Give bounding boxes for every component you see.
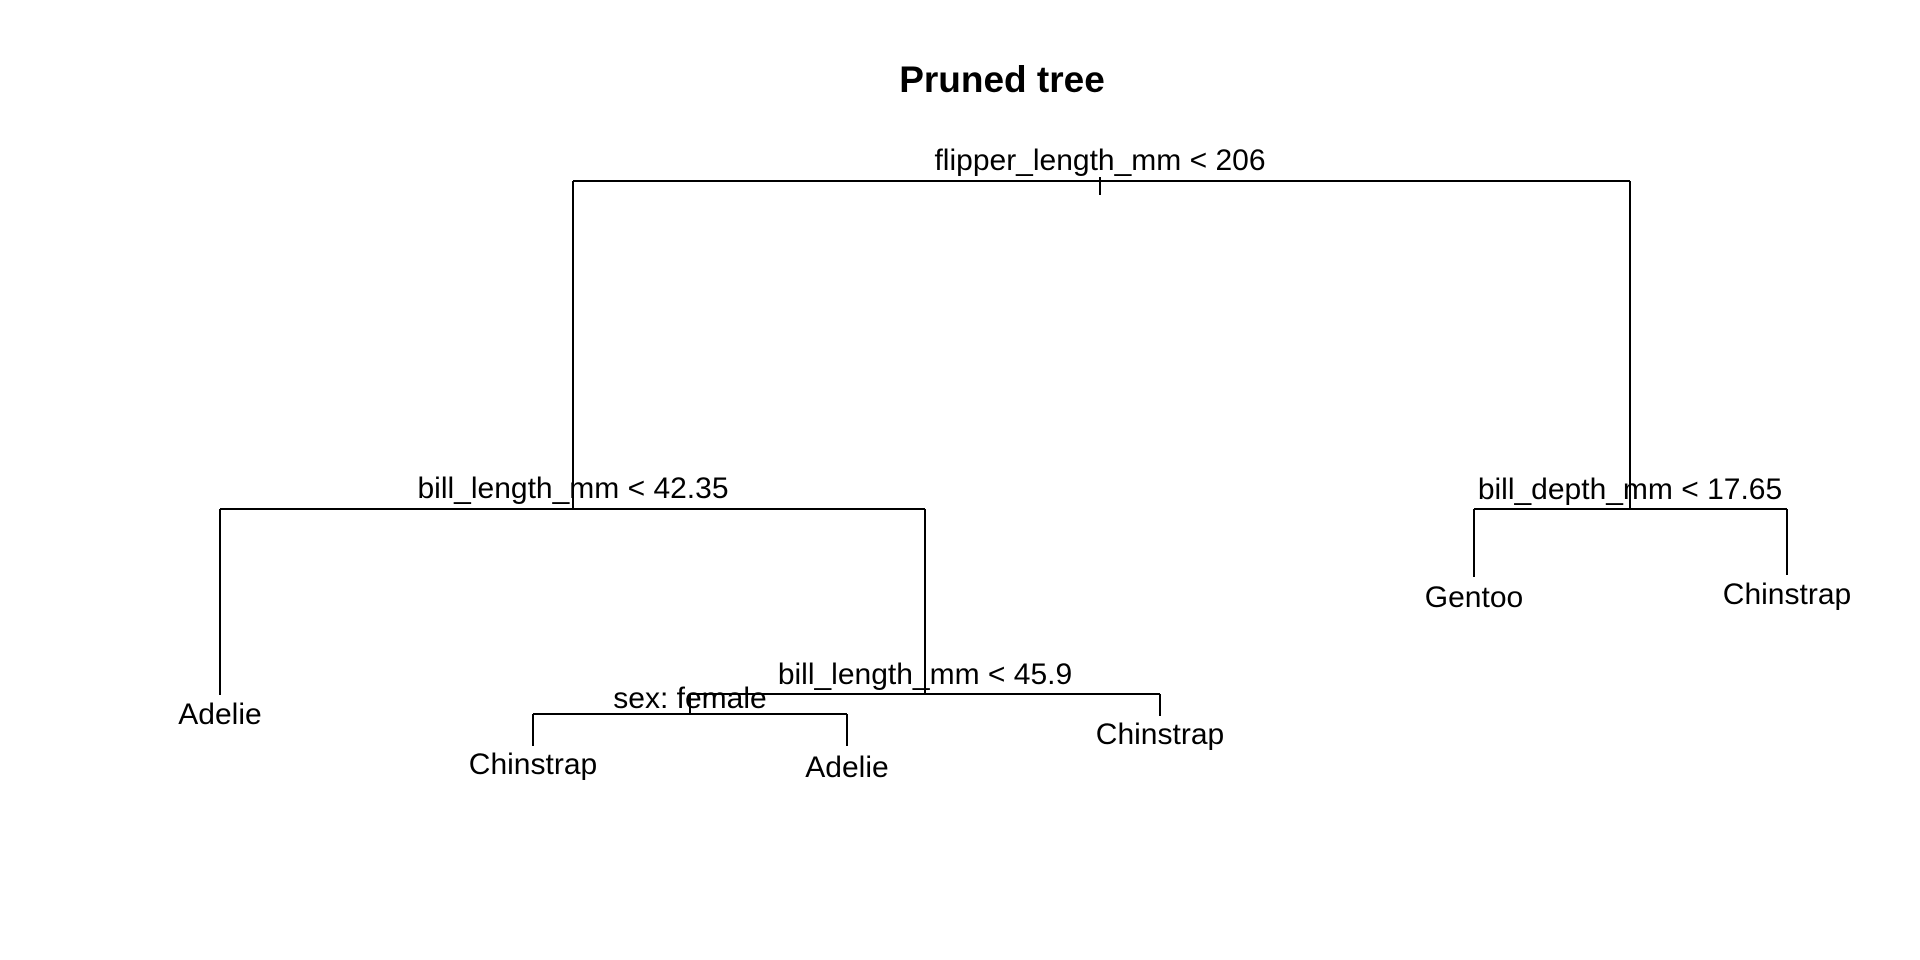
leaf-adelie-2: Adelie — [805, 751, 888, 784]
leaf-chinstrap-1: Chinstrap — [469, 748, 597, 781]
diagram-title: Pruned tree — [899, 59, 1105, 100]
edge-left-right — [689, 693, 1161, 716]
leaf-gentoo: Gentoo — [1425, 581, 1523, 614]
leaf-adelie-1: Adelie — [178, 698, 261, 731]
edge-left — [219, 508, 926, 695]
split-node-right: bill_depth_mm < 17.65 — [1473, 473, 1788, 577]
split-label-left: bill_length_mm < 42.35 — [417, 472, 728, 505]
edge-right — [1473, 508, 1788, 577]
split-node-left: bill_length_mm < 42.35 — [219, 472, 926, 695]
split-label-right: bill_depth_mm < 17.65 — [1478, 473, 1782, 506]
split-label-left-right: bill_length_mm < 45.9 — [778, 658, 1072, 691]
edge-root — [572, 177, 1631, 509]
split-label-root: flipper_length_mm < 206 — [934, 144, 1265, 177]
edge-sex — [532, 713, 848, 746]
leaf-chinstrap-2: Chinstrap — [1096, 718, 1224, 751]
leaf-chinstrap-3: Chinstrap — [1723, 578, 1851, 611]
split-label-sex: sex: female — [613, 682, 766, 715]
split-node-sex: sex: female — [532, 682, 848, 746]
split-node-root: flipper_length_mm < 206 — [572, 144, 1631, 509]
split-node-left-right: bill_length_mm < 45.9 — [689, 658, 1161, 716]
